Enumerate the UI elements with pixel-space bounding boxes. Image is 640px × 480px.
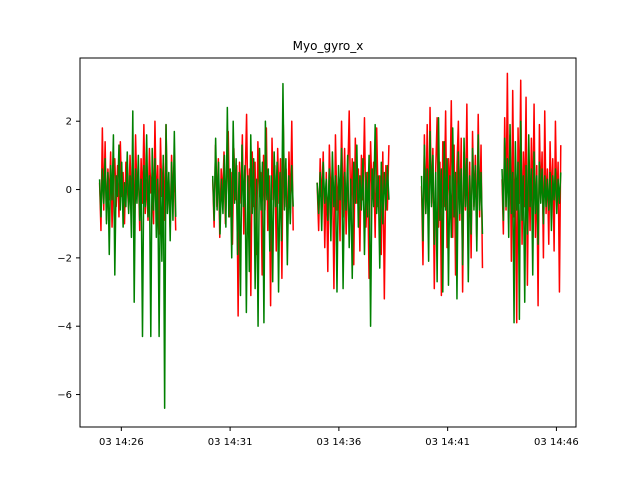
series-2-segment-5 [501,120,562,324]
plot-frame [79,57,577,428]
y-tick-label: −6 [57,390,72,401]
series-2 [98,82,562,409]
y-tick-label: 2 [66,117,72,128]
series-2-segment-1 [98,110,177,409]
series-2-segment-4 [420,117,484,300]
x-tick-label: 03 14:46 [534,437,579,448]
x-tick-label: 03 14:41 [425,437,470,448]
y-tick-label: 0 [66,185,72,196]
y-tick-label: −4 [57,322,72,333]
series-layer [98,72,562,409]
x-tick-label: 03 14:31 [208,437,253,448]
x-axis: 03 14:26 03 14:31 03 14:36 03 14:41 03 14:46 [99,427,579,448]
series-2-segment-2 [211,82,294,327]
chart-title: Myo_gyro_x [293,39,364,53]
x-tick-label: 03 14:36 [317,437,362,448]
series-2-segment-3 [316,123,390,327]
x-tick-label: 03 14:26 [99,437,144,448]
y-tick-label: −2 [57,253,72,264]
y-axis: −6 −4 −2 0 2 [57,117,80,401]
